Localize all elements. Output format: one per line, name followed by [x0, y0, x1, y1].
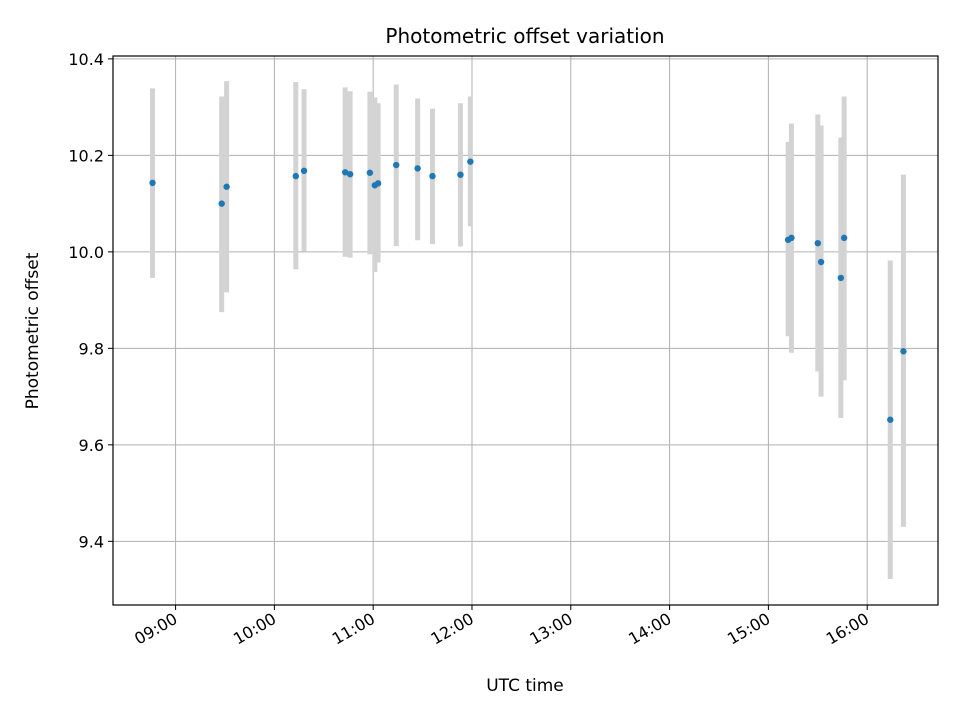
data-point — [374, 180, 382, 187]
data-point — [292, 172, 299, 180]
y-tick-label: 9.6 — [79, 436, 104, 455]
y-tick-label: 10.2 — [68, 146, 104, 165]
y-axis: 9.4 9.6 9.8 10.0 10.2 10.4 — [68, 50, 113, 551]
y-axis-label: Photometric offset — [23, 252, 43, 409]
x-axis-label: UTC time — [486, 676, 564, 696]
data-point — [223, 183, 230, 190]
data-point — [900, 348, 907, 355]
y-tick-label: 9.4 — [79, 532, 104, 551]
data-point — [788, 234, 795, 242]
y-tick-label: 10.4 — [68, 50, 104, 69]
data-point — [814, 239, 821, 247]
data-point — [817, 258, 825, 266]
data-points — [149, 158, 907, 423]
y-tick-label: 9.8 — [79, 339, 104, 358]
plot-frame — [112, 55, 939, 606]
data-point — [887, 416, 894, 423]
data-point — [840, 234, 848, 242]
data-point — [429, 172, 436, 180]
data-point — [366, 169, 374, 176]
y-tick-label: 10.0 — [68, 243, 104, 262]
data-point — [300, 167, 308, 175]
data-point — [393, 161, 400, 169]
chart-title: Photometric offset variation — [385, 24, 664, 48]
data-point — [346, 170, 354, 178]
data-point — [218, 200, 225, 207]
data-point — [467, 158, 474, 165]
data-point — [837, 274, 845, 282]
data-point — [414, 165, 421, 172]
data-point — [149, 179, 156, 187]
data-point — [457, 171, 464, 178]
data-point — [341, 169, 349, 176]
